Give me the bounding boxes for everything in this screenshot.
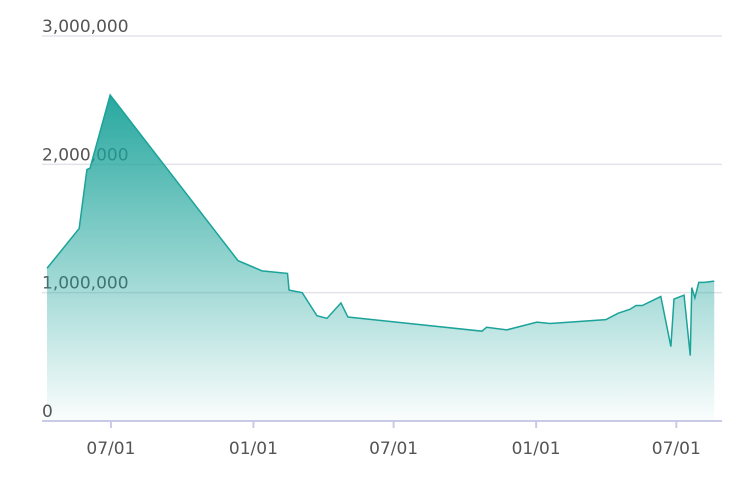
line xyxy=(46,93,715,356)
x-tick-label: 01/01 xyxy=(229,439,278,459)
y-tick-label: 3,000,000 xyxy=(42,17,129,37)
x-tick-label: 07/01 xyxy=(652,439,701,459)
x-tick-label: 07/01 xyxy=(86,439,135,459)
area-fill xyxy=(47,95,715,422)
x-tick-label: 07/01 xyxy=(369,439,418,459)
x-tick-label: 01/01 xyxy=(512,439,561,459)
